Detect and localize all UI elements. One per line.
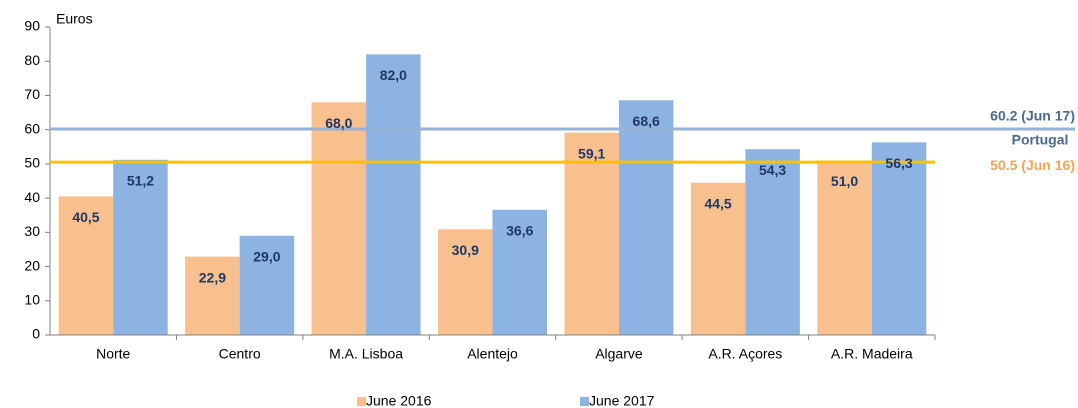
value-label: 44,5 <box>704 195 731 211</box>
y-tick-label: 40 <box>24 189 40 205</box>
x-tick-label: A.R. Açores <box>708 346 782 362</box>
bar <box>690 182 746 335</box>
y-tick-label: 10 <box>24 291 40 307</box>
x-tick-label: A.R. Madeira <box>831 346 913 362</box>
bar <box>817 160 872 335</box>
value-label: 29,0 <box>253 248 280 264</box>
value-label: 22,9 <box>199 269 226 285</box>
bar <box>871 142 927 335</box>
value-label: 51,2 <box>127 172 154 188</box>
value-label: 68,6 <box>633 113 660 129</box>
y-tick-label: 0 <box>32 326 40 342</box>
bar <box>618 100 674 335</box>
bar <box>113 159 168 335</box>
value-label: 82,0 <box>380 67 407 83</box>
bar <box>366 54 421 335</box>
legend-swatch <box>580 397 589 406</box>
y-tick-label: 20 <box>24 257 40 273</box>
y-tick-label: 80 <box>24 52 40 68</box>
x-tick-label: M.A. Lisboa <box>329 346 403 362</box>
y-tick-label: 50 <box>24 155 40 171</box>
bar <box>311 102 367 336</box>
bar <box>438 229 493 335</box>
value-label: 68,0 <box>325 115 352 131</box>
y-tick-label: 30 <box>24 223 40 239</box>
value-label: 56,3 <box>885 155 912 171</box>
value-label: 40,5 <box>72 209 99 225</box>
value-label: 36,6 <box>506 222 533 238</box>
bar <box>745 149 800 335</box>
legend-label: June 2016 <box>366 393 432 408</box>
y-axis-label: Euros <box>56 11 93 27</box>
bar <box>492 209 547 335</box>
annotation: Portugal <box>1012 132 1069 148</box>
x-tick-label: Norte <box>96 346 130 362</box>
x-tick-label: Centro <box>219 346 261 362</box>
bar <box>58 196 114 335</box>
reference-label: 60.2 (Jun 17) <box>990 108 1075 124</box>
x-tick-label: Algarve <box>595 346 643 362</box>
y-tick-label: 60 <box>24 120 40 136</box>
x-tick-label: Alentejo <box>467 346 518 362</box>
value-label: 51,0 <box>831 173 858 189</box>
reference-label: 50.5 (Jun 16) <box>990 157 1075 173</box>
y-tick-label: 90 <box>24 18 40 34</box>
value-label: 54,3 <box>759 162 786 178</box>
y-tick-label: 70 <box>24 86 40 102</box>
bar <box>564 132 619 335</box>
legend-label: June 2017 <box>589 393 655 408</box>
legend-swatch <box>357 397 366 406</box>
value-label: 30,9 <box>452 242 479 258</box>
value-label: 59,1 <box>578 145 605 161</box>
bar <box>185 256 240 335</box>
bar <box>239 235 295 335</box>
